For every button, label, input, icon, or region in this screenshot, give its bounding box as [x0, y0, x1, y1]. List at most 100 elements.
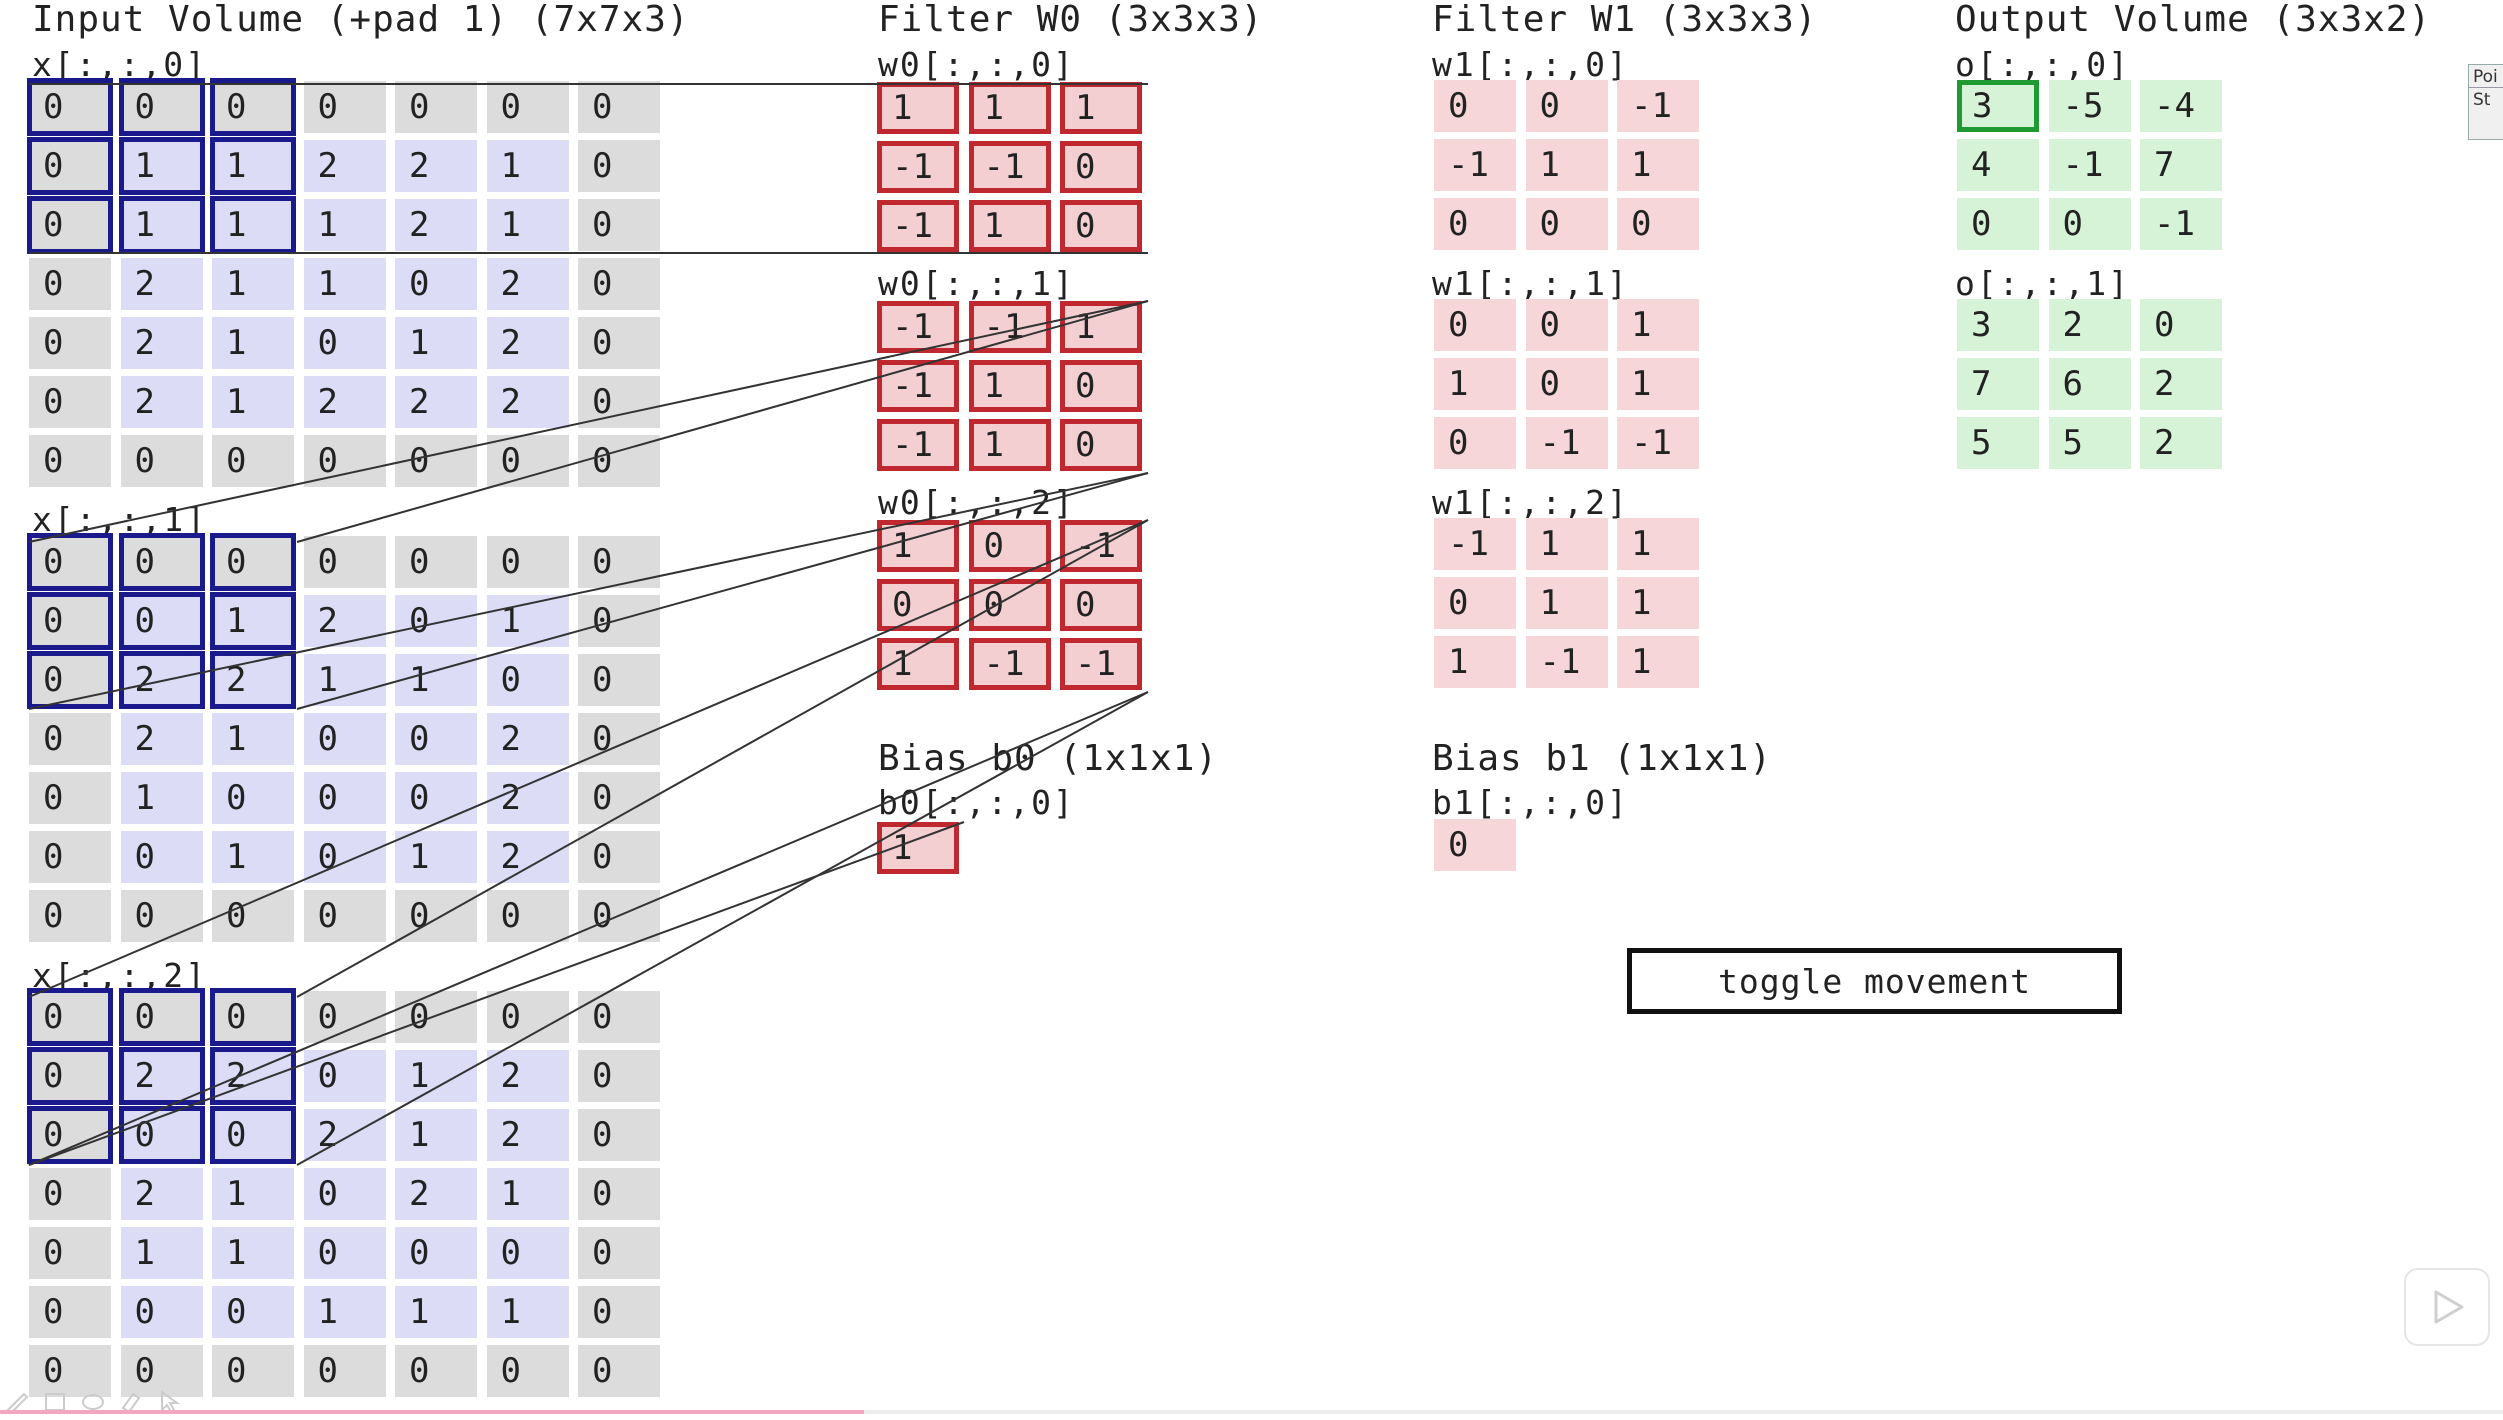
input-cell: 0 [303, 772, 386, 824]
w1-cell: 1 [1525, 518, 1608, 570]
input-cell: 0 [303, 991, 386, 1043]
w1-cell: 1 [1525, 577, 1608, 629]
input-cell: 0 [486, 536, 569, 588]
input-cell: 0 [578, 140, 660, 192]
w0-cell: 1 [968, 360, 1051, 412]
input-cell: 2 [486, 1109, 569, 1161]
input-cell: 1 [120, 772, 203, 824]
input-cell: 0 [29, 1227, 111, 1279]
w1-cell: 0 [1617, 198, 1699, 250]
w0-slice-label: w0[:,:,2] [878, 483, 1075, 522]
w1-cell: -1 [1434, 139, 1516, 191]
input-cell: 2 [212, 654, 294, 706]
w1-slice-label: w1[:,:,0] [1432, 45, 1629, 84]
w1-slice-label: w1[:,:,2] [1432, 483, 1629, 522]
input-cell: 1 [303, 1286, 386, 1338]
input-cell: 0 [29, 1109, 111, 1161]
input-cell: 2 [120, 317, 203, 369]
input-cell: 0 [303, 1345, 386, 1397]
bias-b0-title: Bias b0 (1x1x1) [878, 738, 1219, 779]
input-cell: 0 [120, 595, 203, 647]
input-cell: 0 [395, 536, 477, 588]
input-cell: 1 [212, 1227, 294, 1279]
w0-cell: 0 [1060, 200, 1142, 252]
input-cell: 0 [29, 317, 111, 369]
w1-cell: 0 [1434, 577, 1516, 629]
output-slice-label: o[:,:,1] [1955, 264, 2130, 303]
input-cell: 0 [578, 199, 660, 251]
w1-cell: -1 [1617, 417, 1699, 469]
w1-cell: 0 [1434, 299, 1516, 351]
w1-cell: 0 [1525, 80, 1608, 132]
input-cell: 0 [212, 890, 294, 942]
input-cell: 0 [29, 435, 111, 487]
input-cell: 0 [212, 435, 294, 487]
input-cell: 1 [212, 376, 294, 428]
input-cell: 2 [486, 831, 569, 883]
w0-cell: -1 [877, 419, 959, 471]
video-progress-track[interactable] [0, 1410, 2503, 1414]
input-cell: 2 [120, 654, 203, 706]
output-cell: 2 [2048, 299, 2131, 351]
input-cell: 2 [395, 199, 477, 251]
side-tab-label: St [2469, 87, 2503, 110]
input-cell: 2 [303, 1109, 386, 1161]
input-cell: 0 [212, 1286, 294, 1338]
input-cell: 0 [395, 435, 477, 487]
w1-cell: 1 [1617, 299, 1699, 351]
input-cell: 2 [303, 376, 386, 428]
input-cell: 0 [486, 435, 569, 487]
input-cell: 2 [212, 1050, 294, 1102]
input-cell: 2 [303, 140, 386, 192]
input-cell: 1 [212, 199, 294, 251]
input-volume-title: Input Volume (+pad 1) (7x7x3) [32, 0, 690, 40]
input-cell: 0 [395, 1345, 477, 1397]
input-cell: 0 [120, 991, 203, 1043]
w1-cell: 0 [1525, 358, 1608, 410]
input-cell: 1 [486, 1286, 569, 1338]
output-cell: 7 [2140, 139, 2222, 191]
input-cell: 0 [29, 1050, 111, 1102]
output-cell: -1 [2140, 198, 2222, 250]
w0-cell: -1 [1060, 638, 1142, 690]
w0-cell: -1 [968, 141, 1051, 193]
input-cell: 0 [578, 258, 660, 310]
output-cell: 5 [1957, 417, 2039, 469]
input-cell: 1 [395, 1050, 477, 1102]
w0-cell: 1 [1060, 82, 1142, 134]
input-cell: 0 [29, 831, 111, 883]
output-cell: 3 [1957, 299, 2039, 351]
play-button[interactable] [2404, 1268, 2490, 1346]
input-cell: 0 [29, 991, 111, 1043]
w0-cell: 1 [1060, 301, 1142, 353]
input-cell: 0 [212, 81, 294, 133]
input-cell: 0 [578, 890, 660, 942]
input-cell: 0 [486, 991, 569, 1043]
toggle-movement-button[interactable]: toggle movement [1627, 948, 2122, 1014]
side-panel-tab[interactable]: Poi St [2468, 64, 2503, 140]
input-cell: 0 [303, 890, 386, 942]
bias-b1-title: Bias b1 (1x1x1) [1432, 738, 1773, 779]
output-cell: 6 [2048, 358, 2131, 410]
input-cell: 0 [578, 536, 660, 588]
w0-cell: -1 [877, 360, 959, 412]
input-cell: 2 [120, 1168, 203, 1220]
w1-cell: -1 [1525, 636, 1608, 688]
w0-cell: -1 [968, 301, 1051, 353]
input-cell: 0 [303, 81, 386, 133]
input-cell: 1 [120, 1227, 203, 1279]
input-cell: 1 [212, 317, 294, 369]
input-cell: 0 [29, 713, 111, 765]
input-cell: 2 [486, 376, 569, 428]
w1-cell: 0 [1434, 417, 1516, 469]
input-cell: 0 [212, 1345, 294, 1397]
input-cell: 0 [303, 317, 386, 369]
w0-slice-label: w0[:,:,0] [878, 45, 1075, 84]
input-slice-label: x[:,:,2] [32, 956, 207, 995]
eraser-icon[interactable] [80, 1388, 106, 1414]
w0-slice-label: w0[:,:,1] [878, 264, 1075, 303]
w1-cell: 0 [1525, 299, 1608, 351]
input-cell: 0 [578, 713, 660, 765]
input-cell: 1 [212, 595, 294, 647]
input-cell: 0 [395, 1227, 477, 1279]
